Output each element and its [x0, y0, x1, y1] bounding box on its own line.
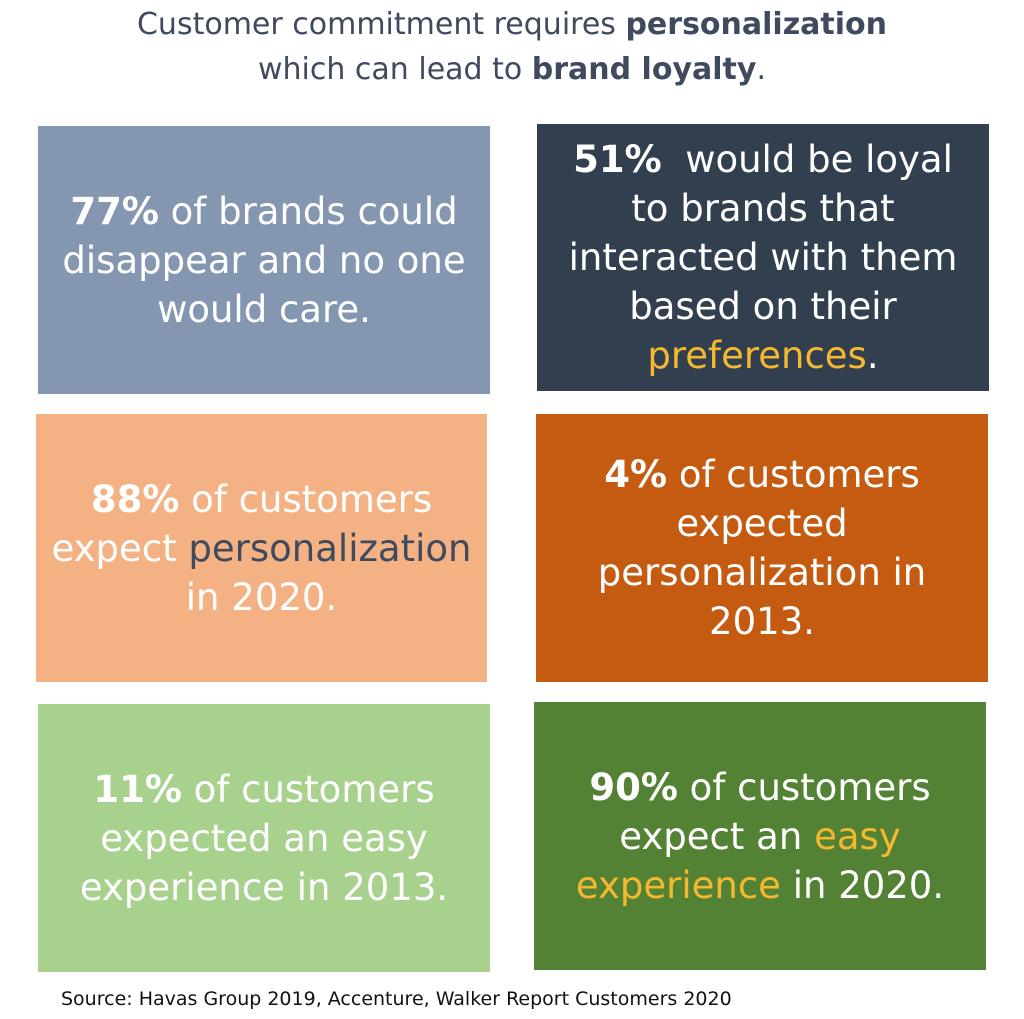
stat-text: of customers expected an easy experience…: [79, 767, 449, 909]
stat-tile-loyal-preferences: 51% would be loyal to brands that intera…: [537, 124, 989, 391]
stat-tile-message: 51% would be loyal to brands that intera…: [553, 135, 973, 380]
headline-line-1-text: Customer commitment requires: [136, 7, 626, 42]
stat-tile-easy-experience-2013: 11% of customers expected an easy experi…: [38, 704, 490, 972]
stat-value: 4%: [604, 453, 668, 496]
headline: Customer commitment requires personaliza…: [0, 2, 1024, 92]
source-citation: Source: Havas Group 2019, Accenture, Wal…: [61, 988, 732, 1010]
stat-text: of brands could disappear and no one wou…: [62, 189, 478, 331]
stat-text: would be loyal to brands that interacted…: [568, 138, 970, 328]
stat-text: of customers expect an: [619, 765, 943, 858]
stat-value: 51%: [573, 138, 662, 181]
headline-keyword-personalization: personalization: [625, 7, 888, 42]
stat-text-end: in 2020.: [780, 863, 945, 907]
stat-text-end: in 2020.: [185, 575, 338, 619]
headline-line-2: which can lead to brand loyalty.: [0, 47, 1024, 92]
stat-tile-brands-disappear: 77% of brands could disappear and no one…: [38, 126, 490, 394]
stat-tile-message: 11% of customers expected an easy experi…: [74, 765, 454, 912]
headline-line-2-period: .: [756, 52, 766, 87]
stat-highlight: preferences: [647, 334, 867, 377]
stat-tile-easy-experience-2020: 90% of customers expect an easy experien…: [534, 702, 986, 970]
stat-tile-message: 77% of brands could disappear and no one…: [52, 187, 476, 334]
stat-value: 11%: [93, 767, 182, 811]
stat-value: 90%: [589, 765, 678, 809]
stat-tile-personalization-2013: 4% of customers expected personalization…: [536, 414, 988, 682]
stat-tile-personalization-2020: 88% of customers expect personalization …: [36, 414, 487, 682]
stat-highlight: personalization: [188, 526, 472, 570]
stat-value: 77%: [70, 189, 159, 233]
stat-value: 88%: [90, 477, 180, 521]
headline-line-1: Customer commitment requires personaliza…: [0, 2, 1024, 47]
stat-tile-message: 90% of customers expect an easy experien…: [570, 763, 950, 910]
stat-highlight: easy experience: [575, 814, 901, 907]
headline-keyword-brand-loyalty: brand loyalty: [531, 52, 757, 87]
headline-line-2-text: which can lead to: [258, 52, 532, 87]
stat-text: of customers expect: [51, 477, 444, 570]
stat-tile-message: 88% of customers expect personalization …: [50, 475, 473, 622]
stat-text: of customers expected personalization in…: [597, 453, 939, 643]
stat-text-end: .: [866, 334, 879, 377]
stat-tile-message: 4% of customers expected personalization…: [582, 450, 942, 646]
